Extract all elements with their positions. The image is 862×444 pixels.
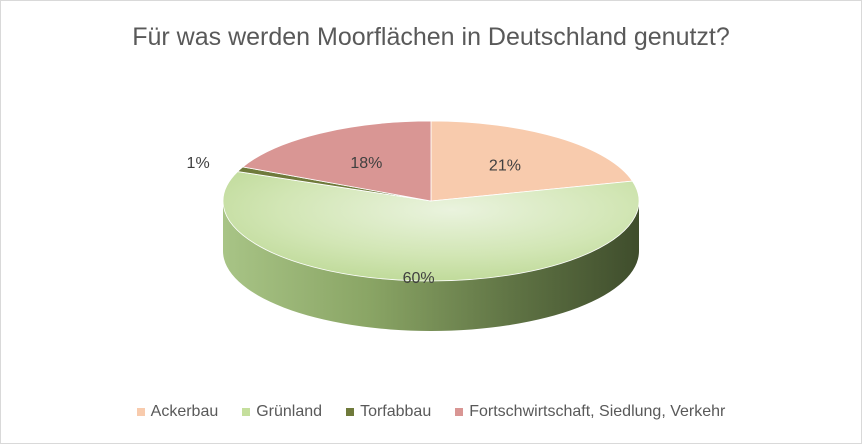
pie-slice-gruenland [222, 171, 640, 282]
data-label-ackerbau: 21% [489, 157, 521, 174]
data-label-torfabbau: 1% [187, 155, 210, 172]
legend-item-gruenland: Grünland [242, 403, 322, 421]
legend-swatch [136, 408, 145, 416]
legend-item-torfabbau: Torfabbau [346, 403, 431, 421]
legend-item-forstwirtschaft: Fortschwirtschaft, Siedlung, Verkehr [455, 403, 725, 421]
chart-legend: Ackerbau Grünland Torfabbau Fortschwirts… [1, 403, 861, 421]
pie-side-gruenland [223, 201, 639, 331]
chart-title: Für was werden Moorflächen in Deutschlan… [132, 23, 730, 51]
legend-label: Ackerbau [150, 403, 219, 420]
legend-swatch [455, 408, 464, 416]
legend-swatch [242, 408, 251, 416]
pie-slice-ackerbau [430, 120, 634, 202]
pie-chart: 21% 60% 1% 18% [187, 120, 640, 331]
legend-label: Fortschwirtschaft, Siedlung, Verkehr [469, 403, 726, 420]
legend-label: Grünland [256, 403, 323, 420]
legend-item-ackerbau: Ackerbau [136, 403, 219, 421]
legend-label: Torfabbau [360, 403, 432, 420]
pie-slice-fortschwirtschaft-siedlung-verkehr [241, 120, 432, 202]
data-label-fortschwirtschaft-siedlung-verkehr: 18% [350, 155, 382, 172]
data-label-gruenland: 60% [403, 270, 435, 287]
legend-swatch [346, 408, 355, 416]
